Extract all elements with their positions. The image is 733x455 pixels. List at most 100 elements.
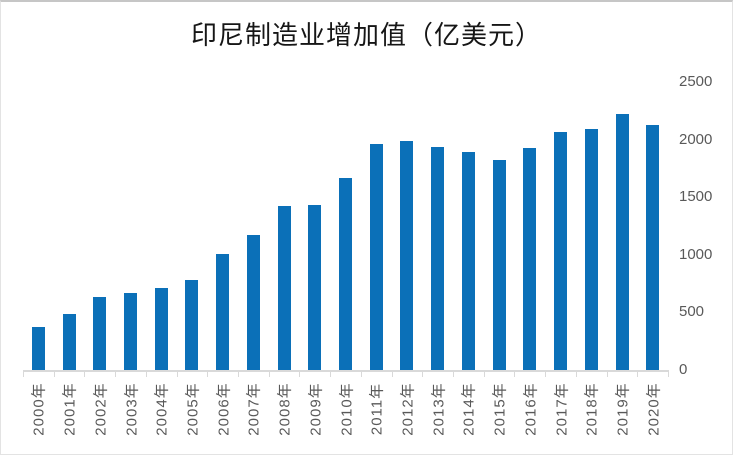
- y-axis-label: 2000: [679, 130, 713, 148]
- x-axis-label: 2020年: [645, 382, 663, 436]
- x-axis-label: 2007年: [245, 382, 263, 436]
- x-axis-label-cell: 2000年: [23, 379, 54, 454]
- x-axis-label-cell: 2007年: [238, 379, 269, 454]
- x-axis-tick: [391, 372, 393, 377]
- bar-2000年: [31, 326, 45, 370]
- bar-slot: [545, 82, 576, 370]
- x-axis-label: 2014年: [460, 382, 478, 436]
- x-axis-tick: [176, 372, 178, 377]
- x-axis-label-cell: 2019年: [607, 379, 638, 454]
- bar-2013年: [431, 147, 445, 370]
- x-axis-label-cell: 2010年: [330, 379, 361, 454]
- x-axis-label-cell: 2014年: [453, 379, 484, 454]
- bar-slot: [607, 82, 638, 370]
- bar-slot: [146, 82, 177, 370]
- x-axis-tick: [545, 372, 547, 377]
- x-axis-label-cell: 2005年: [177, 379, 208, 454]
- x-axis-label-cell: 2006年: [207, 379, 238, 454]
- x-axis-label-cell: 2008年: [269, 379, 300, 454]
- bar-2005年: [185, 279, 199, 370]
- bar-slot: [484, 82, 515, 370]
- x-axis-tick: [115, 372, 117, 377]
- x-axis-tick: [268, 372, 270, 377]
- x-axis-label-cell: 2017年: [545, 379, 576, 454]
- bar-2020年: [646, 125, 660, 370]
- x-axis-label-cell: 2013年: [422, 379, 453, 454]
- bar-2012年: [400, 141, 414, 370]
- bar-2003年: [124, 293, 138, 370]
- x-axis-label-cell: 2002年: [84, 379, 115, 454]
- bar-slot: [207, 82, 238, 370]
- y-axis-label: 500: [679, 303, 705, 321]
- x-axis-label: 2002年: [92, 382, 110, 436]
- x-axis-label-cell: 2004年: [146, 379, 177, 454]
- bar-slot: [361, 82, 392, 370]
- bar-slot: [576, 82, 607, 370]
- y-axis-label: 1000: [679, 245, 713, 263]
- bar-2016年: [523, 148, 537, 370]
- bar-2015年: [492, 160, 506, 370]
- bar-slot: [54, 82, 85, 370]
- bar-2002年: [93, 297, 107, 370]
- bar-slot: [84, 82, 115, 370]
- x-axis-label: 2011年: [368, 382, 386, 436]
- x-axis-label: 2009年: [307, 382, 325, 436]
- bar-2017年: [554, 132, 568, 370]
- bar-2018年: [584, 129, 598, 370]
- y-axis-label: 2500: [679, 73, 713, 90]
- x-axis-label-cell: 2015年: [484, 379, 515, 454]
- x-axis-label-cell: 2012年: [392, 379, 423, 454]
- x-axis-label: 2000年: [30, 382, 48, 436]
- bar-slot: [515, 82, 546, 370]
- x-axis-tick: [668, 372, 669, 377]
- x-axis-label: 2012年: [399, 382, 417, 436]
- x-axis-tick: [514, 372, 516, 377]
- x-axis-tick: [145, 372, 147, 377]
- bar-2001年: [62, 313, 76, 370]
- x-axis-tick: [422, 372, 424, 377]
- bar-2006年: [216, 253, 230, 370]
- x-axis-label: 2003年: [123, 382, 141, 436]
- bar-2007年: [246, 234, 260, 370]
- x-axis-tick: [299, 372, 301, 377]
- bar-2019年: [615, 113, 629, 370]
- x-axis-tick: [207, 372, 209, 377]
- x-axis-tick: [606, 372, 608, 377]
- bar-2010年: [339, 177, 353, 370]
- x-axis-label: 2006年: [215, 382, 233, 436]
- x-axis-tick: [238, 372, 239, 377]
- x-axis-label: 2017年: [553, 382, 571, 436]
- bar-2004年: [154, 287, 168, 370]
- x-axis-label: 2005年: [184, 382, 202, 436]
- x-axis-labels: 2000年 2001年 2002年 2003年 2004年 2005年 2006年 2007年…: [23, 379, 668, 454]
- x-axis-label-cell: 2011年: [361, 379, 392, 454]
- x-axis-tick: [575, 372, 577, 377]
- bar-slot: [23, 82, 54, 370]
- x-axis-label: 2016年: [522, 382, 540, 436]
- x-axis-label: 2015年: [491, 382, 509, 436]
- x-axis-label: 2010年: [338, 382, 356, 436]
- x-axis-tick: [453, 372, 454, 377]
- x-axis-label: 2018年: [583, 382, 601, 436]
- bar-2009年: [308, 204, 322, 370]
- bar-slot: [269, 82, 300, 370]
- x-axis-label-cell: 2018年: [576, 379, 607, 454]
- x-axis-tick: [483, 372, 485, 377]
- x-axis-label: 2008年: [276, 382, 294, 436]
- x-axis-tick: [637, 372, 639, 377]
- bar-2011年: [369, 143, 383, 370]
- x-axis-label: 2001年: [61, 382, 79, 436]
- x-axis-label: 2004年: [153, 382, 171, 436]
- x-axis-label-cell: 2009年: [299, 379, 330, 454]
- bar-slot: [637, 82, 668, 370]
- x-axis-label: 2013年: [430, 382, 448, 436]
- x-axis-tick: [330, 372, 332, 377]
- bar-2014年: [461, 152, 475, 370]
- x-axis-label-cell: 2001年: [54, 379, 85, 454]
- bar-slot: [330, 82, 361, 370]
- bar-slot: [177, 82, 208, 370]
- x-axis-label: 2019年: [614, 382, 632, 436]
- plot-area: [23, 82, 668, 370]
- x-axis-tick: [84, 372, 86, 377]
- bar-slot: [453, 82, 484, 370]
